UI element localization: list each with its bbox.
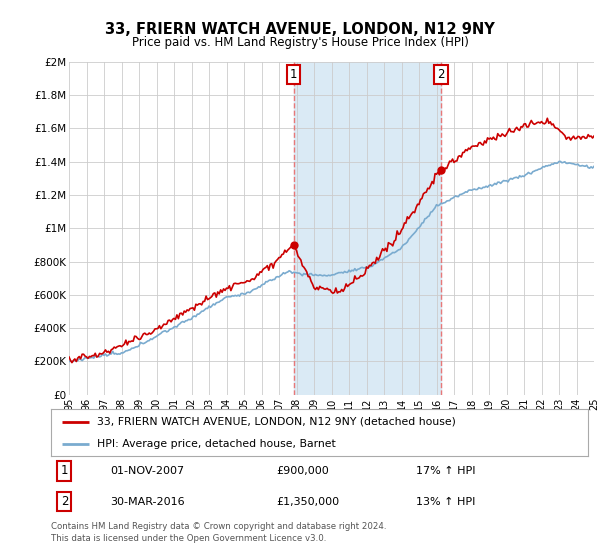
Text: 1: 1 — [61, 464, 68, 478]
Text: 33, FRIERN WATCH AVENUE, LONDON, N12 9NY: 33, FRIERN WATCH AVENUE, LONDON, N12 9NY — [105, 22, 495, 38]
Text: HPI: Average price, detached house, Barnet: HPI: Average price, detached house, Barn… — [97, 438, 335, 449]
Text: Contains HM Land Registry data © Crown copyright and database right 2024.
This d: Contains HM Land Registry data © Crown c… — [51, 522, 386, 543]
Text: 13% ↑ HPI: 13% ↑ HPI — [416, 497, 476, 507]
Text: 01-NOV-2007: 01-NOV-2007 — [110, 466, 184, 476]
Text: £1,350,000: £1,350,000 — [277, 497, 340, 507]
Text: Price paid vs. HM Land Registry's House Price Index (HPI): Price paid vs. HM Land Registry's House … — [131, 36, 469, 49]
Text: £900,000: £900,000 — [277, 466, 329, 476]
Text: 2: 2 — [61, 495, 68, 508]
Bar — [293, 62, 441, 395]
Text: 2: 2 — [437, 68, 445, 81]
Text: 1: 1 — [290, 68, 297, 81]
Text: 33, FRIERN WATCH AVENUE, LONDON, N12 9NY (detached house): 33, FRIERN WATCH AVENUE, LONDON, N12 9NY… — [97, 417, 455, 427]
Text: 17% ↑ HPI: 17% ↑ HPI — [416, 466, 476, 476]
Text: 30-MAR-2016: 30-MAR-2016 — [110, 497, 185, 507]
